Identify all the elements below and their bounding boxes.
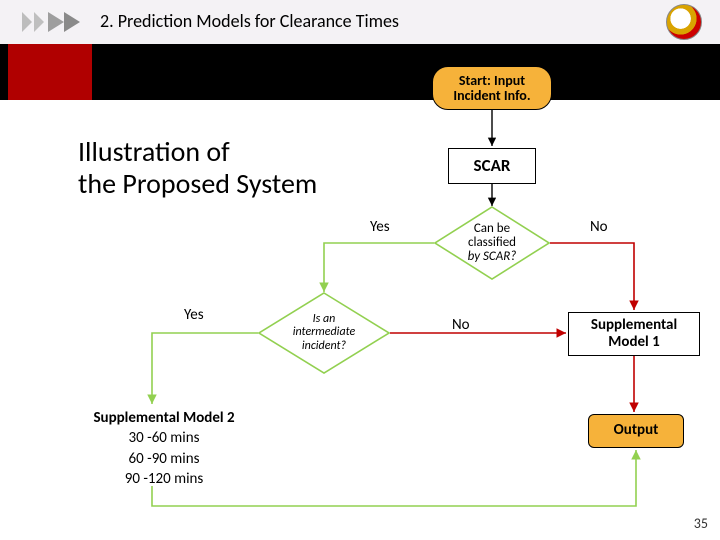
edge-label-d2-yes: Yes <box>184 306 204 324</box>
d2-line1: Is an <box>313 312 336 326</box>
d1-line1: Can be <box>474 221 510 236</box>
supp2-line1: 30 -60 mins <box>64 428 264 448</box>
d2-line3: incident? <box>302 339 346 353</box>
node-output: Output <box>588 414 684 448</box>
node-supp-model-1: Supplemental Model 1 <box>568 312 700 356</box>
node-decision-scar: Can be classified by SCAR? <box>434 206 550 280</box>
edge-label-d2-no: No <box>452 316 470 334</box>
d2-line2: intermediate <box>293 325 355 339</box>
d1-line2: classified <box>468 235 516 250</box>
node-supp-model-2: Supplemental Model 2 30 -60 mins 60 -90 … <box>64 408 264 489</box>
node-decision-intermediate: Is an intermediate incident? <box>258 292 390 374</box>
flowchart: Start: Input Incident Info. SCAR Can be … <box>0 0 720 540</box>
supp2-header: Supplemental Model 2 <box>64 408 264 428</box>
page-number: 35 <box>694 515 708 532</box>
output-label: Output <box>614 422 659 439</box>
edge-label-d1-no: No <box>590 218 608 236</box>
node-start: Start: Input Incident Info. <box>432 66 552 110</box>
node-scar-label: SCAR <box>474 156 511 176</box>
node-scar: SCAR <box>448 148 536 184</box>
supp1-line1: Supplemental <box>591 316 677 334</box>
d1-line3: by SCAR? <box>468 249 517 264</box>
supp2-line2: 60 -90 mins <box>64 449 264 469</box>
supp1-line2: Model 1 <box>608 333 659 351</box>
node-start-line2: Incident Info. <box>453 87 530 104</box>
edge-label-d1-yes: Yes <box>370 218 390 236</box>
supp2-line3: 90 -120 mins <box>64 469 264 489</box>
